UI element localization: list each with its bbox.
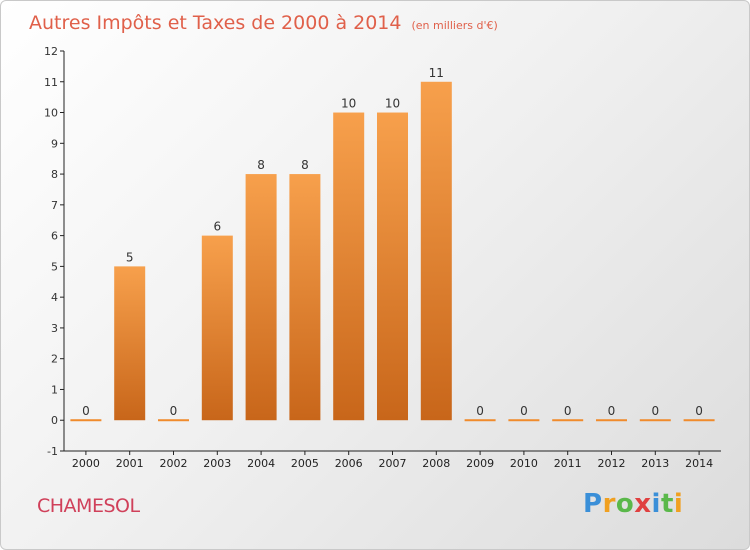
bar xyxy=(552,419,584,422)
bar xyxy=(596,419,627,422)
y-tick-label: 9 xyxy=(51,137,58,150)
data-label: 10 xyxy=(341,97,356,111)
data-label: 0 xyxy=(82,404,90,418)
bar xyxy=(201,235,233,421)
data-label: 5 xyxy=(126,250,134,264)
bar xyxy=(333,112,365,421)
data-label: 11 xyxy=(429,66,444,80)
x-tick-label: 2000 xyxy=(72,457,100,470)
y-tick-label: 5 xyxy=(51,260,58,273)
y-tick-label: 2 xyxy=(51,353,58,366)
data-label: 8 xyxy=(301,158,309,172)
x-tick-label: 2009 xyxy=(466,457,494,470)
data-label: 8 xyxy=(257,158,265,172)
data-label: 0 xyxy=(170,404,178,418)
logo-letter: x xyxy=(634,489,652,519)
bar xyxy=(114,266,146,421)
x-tick-label: 2012 xyxy=(598,457,626,470)
commune-name: CHAMESOL xyxy=(37,495,140,517)
data-label: 10 xyxy=(385,97,400,111)
proxiti-logo: Proxiti xyxy=(583,489,683,519)
data-label: 0 xyxy=(476,404,484,418)
logo-letter: r xyxy=(602,489,616,519)
plot-area: -101234567891011120200052001020026200382… xyxy=(44,45,721,470)
y-tick-label: 10 xyxy=(44,107,58,120)
bar xyxy=(639,419,671,422)
x-tick-label: 2011 xyxy=(554,457,582,470)
bar xyxy=(158,419,189,422)
data-label: 0 xyxy=(564,404,572,418)
bar xyxy=(508,419,540,422)
x-tick-label: 2007 xyxy=(379,457,407,470)
data-label: 0 xyxy=(695,404,703,418)
y-tick-label: 1 xyxy=(51,383,58,396)
y-tick-label: 6 xyxy=(51,230,58,243)
x-tick-label: 2014 xyxy=(685,457,713,470)
x-tick-label: 2002 xyxy=(160,457,188,470)
x-tick-label: 2008 xyxy=(422,457,450,470)
x-tick-label: 2003 xyxy=(203,457,231,470)
data-label: 0 xyxy=(520,404,528,418)
x-tick-label: 2005 xyxy=(291,457,319,470)
y-tick-label: 11 xyxy=(44,76,58,89)
chart-unit: (en milliers d'€) xyxy=(412,19,498,32)
chart-title: Autres Impôts et Taxes de 2000 à 2014 xyxy=(29,12,402,34)
y-tick-label: 0 xyxy=(51,414,58,427)
data-label: 6 xyxy=(213,220,221,234)
data-label: 0 xyxy=(651,404,659,418)
bar xyxy=(464,419,496,422)
x-tick-label: 2004 xyxy=(247,457,275,470)
logo-letter: P xyxy=(583,489,603,519)
logo-letter: t xyxy=(660,489,674,519)
y-tick-label: 8 xyxy=(51,168,58,181)
bar xyxy=(245,174,277,421)
logo-letter: i xyxy=(673,489,684,519)
y-tick-label: 12 xyxy=(44,45,58,58)
y-tick-label: 7 xyxy=(51,199,58,212)
x-tick-label: 2013 xyxy=(641,457,669,470)
x-tick-label: 2001 xyxy=(116,457,144,470)
y-tick-label: -1 xyxy=(47,445,58,458)
bar xyxy=(289,174,321,421)
bar xyxy=(377,112,408,421)
bar xyxy=(70,419,102,422)
logo-letter: o xyxy=(615,489,635,519)
data-label: 0 xyxy=(608,404,616,418)
x-tick-label: 2006 xyxy=(335,457,363,470)
logo-letter: i xyxy=(651,489,661,519)
bar xyxy=(420,81,452,421)
y-tick-label: 3 xyxy=(51,322,58,335)
bar xyxy=(683,419,715,422)
y-tick-label: 4 xyxy=(51,291,58,304)
x-tick-label: 2010 xyxy=(510,457,538,470)
